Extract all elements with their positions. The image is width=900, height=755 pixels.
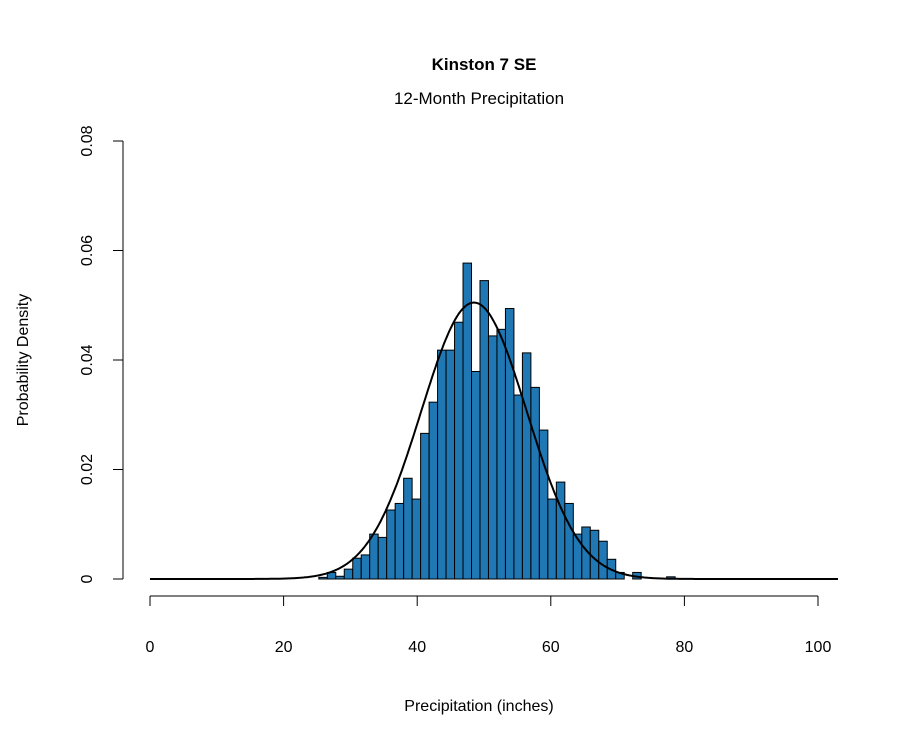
histogram-bar [352,557,362,580]
histogram-bar [462,262,473,580]
histogram-bar [394,502,405,580]
histogram-bar [487,335,498,580]
x-tick-label: 20 [275,639,293,656]
histogram-bar [471,370,481,580]
histogram-bar [521,352,532,580]
x-tick-label: 0 [146,639,155,656]
y-axis-label: Probability Density [15,294,32,427]
chart-subtitle: 12-Month Precipitation [394,89,564,108]
x-tick-label: 100 [805,639,832,656]
bars-group [318,262,676,580]
histogram-bar [454,321,464,580]
x-tick-label: 80 [676,639,694,656]
y-tick-label: 0.02 [79,454,96,485]
histogram-bar [530,386,540,580]
histogram-bar [420,432,430,580]
histogram-bar [377,536,388,580]
histogram-bar [343,568,354,580]
histogram-bar [564,502,574,580]
y-tick-label: 0.06 [79,235,96,266]
normal-density-curve [150,301,838,580]
histogram-bar [555,481,566,580]
y-tick-label: 0.08 [79,125,96,156]
histogram-bar [428,401,439,580]
histogram-bar [572,533,583,580]
histogram-bar [496,328,506,580]
histogram-bar [318,576,328,580]
x-axis-label: Precipitation (inches) [404,698,553,715]
histogram-bar [445,349,456,580]
histogram-bar [479,280,489,580]
histogram-bar [547,498,557,580]
histogram-bar [360,554,371,580]
x-tick-label: 60 [542,639,560,656]
histogram-bar [411,498,422,580]
chart-title: Kinston 7 SE [432,55,537,74]
histogram-bar [369,533,379,580]
histogram-bar [513,394,523,580]
histogram-bar [335,575,345,580]
y-tick-label: 0 [79,574,96,583]
axes-group: 0 0.02 0.04 0.06 0.08 0 20 40 60 80 100 [79,125,831,656]
histogram-bar [386,509,396,580]
y-tick-label: 0.04 [79,344,96,375]
histogram-bar [437,349,447,580]
x-tick-label: 40 [408,639,426,656]
histogram-bar [598,540,608,580]
histogram-bar [403,477,413,580]
